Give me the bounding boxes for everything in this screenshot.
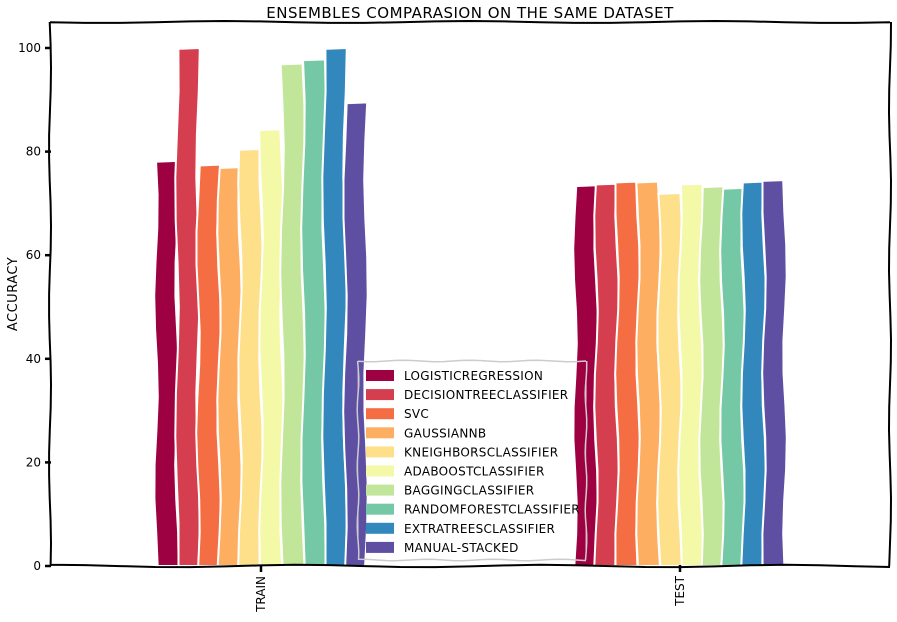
bar-adaboostclassifier-test (677, 182, 704, 567)
legend-swatch (366, 408, 394, 420)
y-tick-label: 60 (26, 248, 41, 262)
legend-swatch (366, 522, 394, 534)
y-tick-label: 40 (26, 352, 41, 366)
legend-swatch (366, 427, 394, 439)
bars-layer (153, 46, 788, 567)
chart-title: ENSEMBLES COMPARASION ON THE SAME DATASE… (266, 4, 674, 22)
bar-extratreesclassifier-train (321, 46, 348, 567)
legend-label: BAGGINGCLASSIFIER (404, 484, 534, 498)
legend-swatch (366, 503, 394, 515)
y-tick-label: 80 (26, 145, 41, 159)
legend-label: KNEIGHBORSCLASSIFIER (404, 445, 558, 459)
legend-label: LOGISTICREGRESSION (404, 369, 543, 383)
x-axis: TRAIN TEST (254, 565, 687, 613)
y-axis-label: ACCURACY (6, 257, 21, 331)
y-tick-label: 100 (18, 41, 41, 55)
bar-randomforestclassifier-train (300, 58, 327, 567)
legend-label: GAUSSIANNB (404, 426, 486, 440)
legend-label: SVC (404, 407, 429, 421)
legend-swatch (366, 446, 394, 458)
legend-label: RANDOMFORESTCLASSIFIER (404, 503, 580, 517)
bar-manual-stacked-train (342, 101, 369, 567)
legend-swatch (366, 370, 394, 381)
x-tick-label-test: TEST (673, 575, 687, 607)
legend-swatch (366, 389, 394, 401)
legend-box (356, 359, 588, 562)
legend-label: MANUAL-STACKED (404, 541, 519, 555)
bar-logisticregression-train (153, 159, 180, 567)
y-tick-label: 0 (33, 559, 41, 573)
legend-swatch (366, 541, 394, 553)
bar-kneighborsclassifier-test (656, 191, 683, 567)
legend-label: ADABOOSTCLASSIFIER (404, 465, 545, 479)
plot-frame (48, 19, 893, 569)
legend-label: DECISIONTREECLASSIFIER (404, 388, 568, 402)
y-axis: 0 20 40 60 80 100 (18, 41, 51, 573)
legend: LOGISTICREGRESSION DECISIONTREECLASSIFIER… (356, 359, 588, 562)
legend-swatch (366, 465, 394, 477)
legend-swatch (366, 484, 394, 496)
bar-decisiontreeclassifier-train (174, 46, 201, 567)
bar-manual-stacked-test (761, 179, 788, 567)
x-tick-label-train: TRAIN (254, 576, 268, 613)
legend-label: EXTRATREESCLASSIFIER (404, 522, 555, 536)
y-tick-label: 20 (26, 455, 41, 469)
